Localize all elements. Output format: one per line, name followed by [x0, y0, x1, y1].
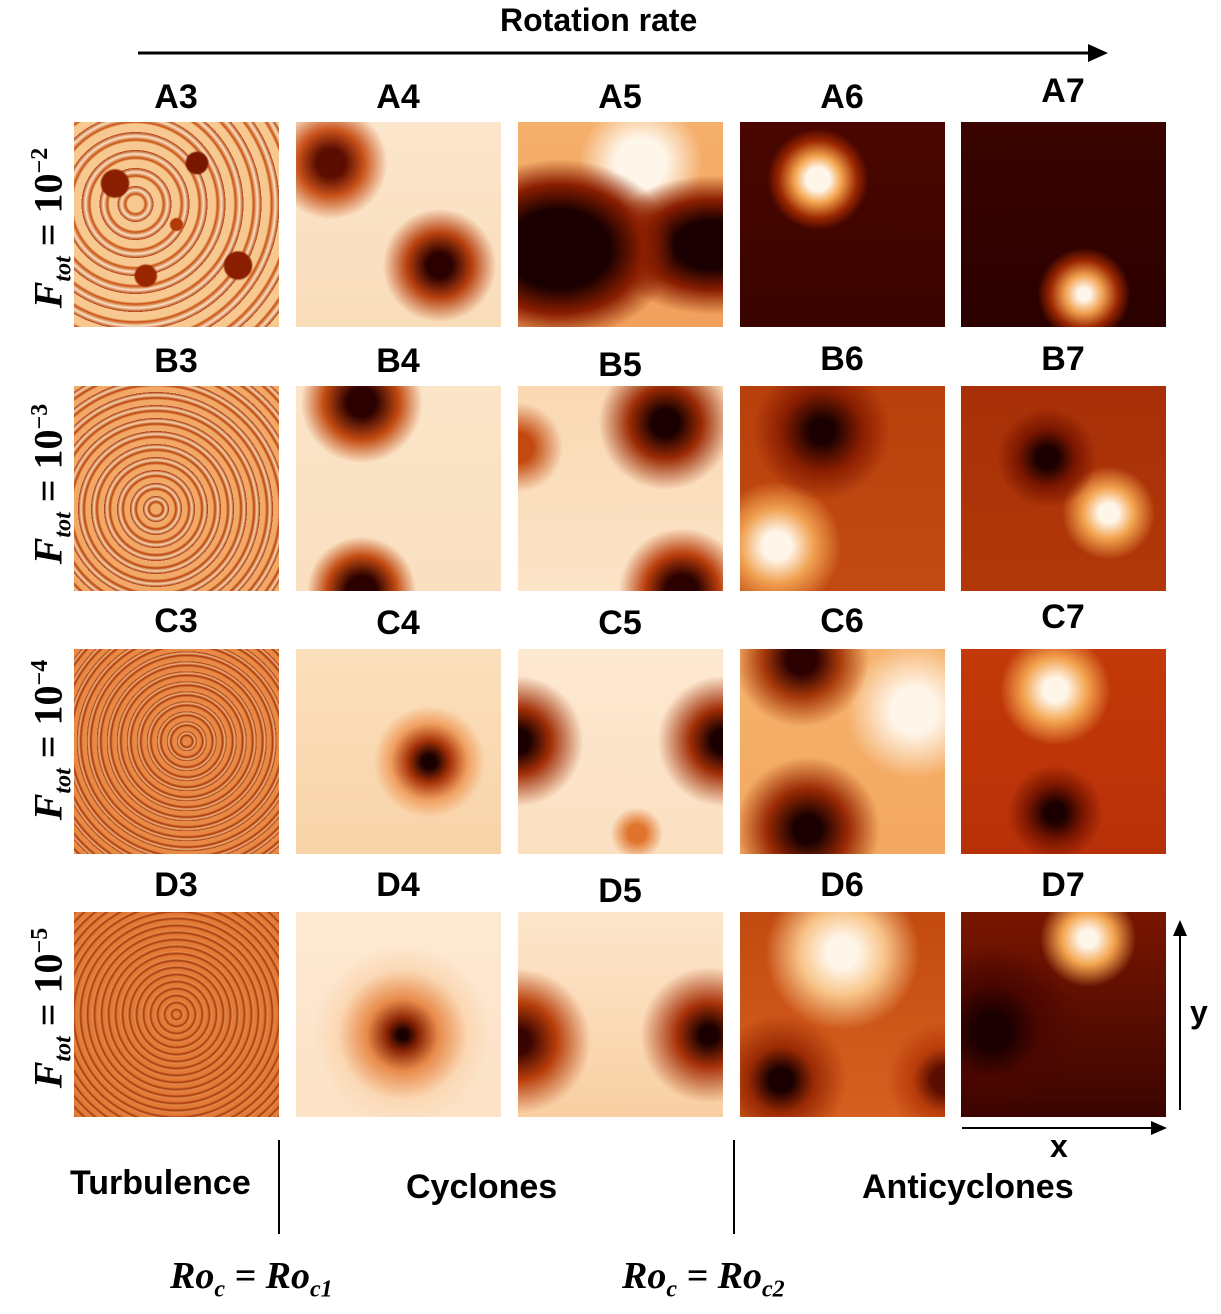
figure-title: Rotation rate: [500, 2, 698, 38]
panel-d5: [518, 912, 723, 1117]
panel-b7: [961, 386, 1166, 591]
panel-label-d3: D3: [154, 866, 198, 904]
divider-ro-c1: [278, 1140, 280, 1234]
panel-a5: [518, 122, 723, 327]
panel-label-d7: D7: [1041, 866, 1085, 904]
panel-label-a3: A3: [154, 78, 198, 116]
panel-b3: [74, 386, 279, 591]
panel-label-a5: A5: [598, 78, 642, 116]
panel-d3: [74, 912, 279, 1117]
panel-c4: [296, 649, 501, 854]
regime-cyclones-label: Cyclones: [406, 1168, 558, 1206]
regime-turbulence-label: Turbulence: [70, 1164, 251, 1202]
panel-c5: [518, 649, 723, 854]
panel-label-b3: B3: [154, 342, 198, 380]
regime-anticyclones-label: Anticyclones: [862, 1168, 1074, 1206]
panel-a7: [961, 122, 1166, 327]
panel-d6: [740, 912, 945, 1117]
panel-label-c6: C6: [820, 602, 864, 640]
threshold-ro-c1: Roc = Roc1: [170, 1255, 333, 1303]
panel-label-a4: A4: [376, 78, 420, 116]
panel-label-c3: C3: [154, 602, 198, 640]
row-label-3: Ftot = 10−4: [25, 659, 77, 821]
panel-label-c7: C7: [1041, 598, 1085, 636]
panel-d4: [296, 912, 501, 1117]
panel-label-b4: B4: [376, 342, 420, 380]
panel-b4: [296, 386, 501, 591]
panel-d7: [961, 912, 1166, 1117]
panel-label-b5: B5: [598, 346, 642, 384]
panel-c3: [74, 649, 279, 854]
divider-ro-c2: [733, 1140, 735, 1234]
panel-label-c5: C5: [598, 604, 642, 642]
y-axis-arrow: [1173, 920, 1187, 1110]
panel-label-d4: D4: [376, 866, 420, 904]
x-axis-arrow: [962, 1121, 1167, 1135]
row-label-1: Ftot = 10−2: [25, 147, 77, 309]
panel-label-a7: A7: [1041, 72, 1085, 110]
panel-label-b6: B6: [820, 340, 864, 378]
panel-b5: [518, 386, 723, 591]
panel-label-d5: D5: [598, 872, 642, 910]
x-axis-label: x: [1050, 1128, 1068, 1164]
row-label-4: Ftot = 10−5: [25, 927, 77, 1089]
panel-b6: [740, 386, 945, 591]
panel-a6: [740, 122, 945, 327]
panel-a4: [296, 122, 501, 327]
rotation-rate-arrow: [138, 44, 1108, 62]
y-axis-label: y: [1190, 994, 1208, 1030]
threshold-ro-c2: Roc = Roc2: [622, 1255, 785, 1303]
panel-label-d6: D6: [820, 866, 864, 904]
panel-label-a6: A6: [820, 78, 864, 116]
row-label-2: Ftot = 10−3: [25, 403, 77, 565]
panel-c7: [961, 649, 1166, 854]
panel-label-b7: B7: [1041, 340, 1085, 378]
panel-label-c4: C4: [376, 604, 420, 642]
panel-a3: [74, 122, 279, 327]
panel-c6: [740, 649, 945, 854]
